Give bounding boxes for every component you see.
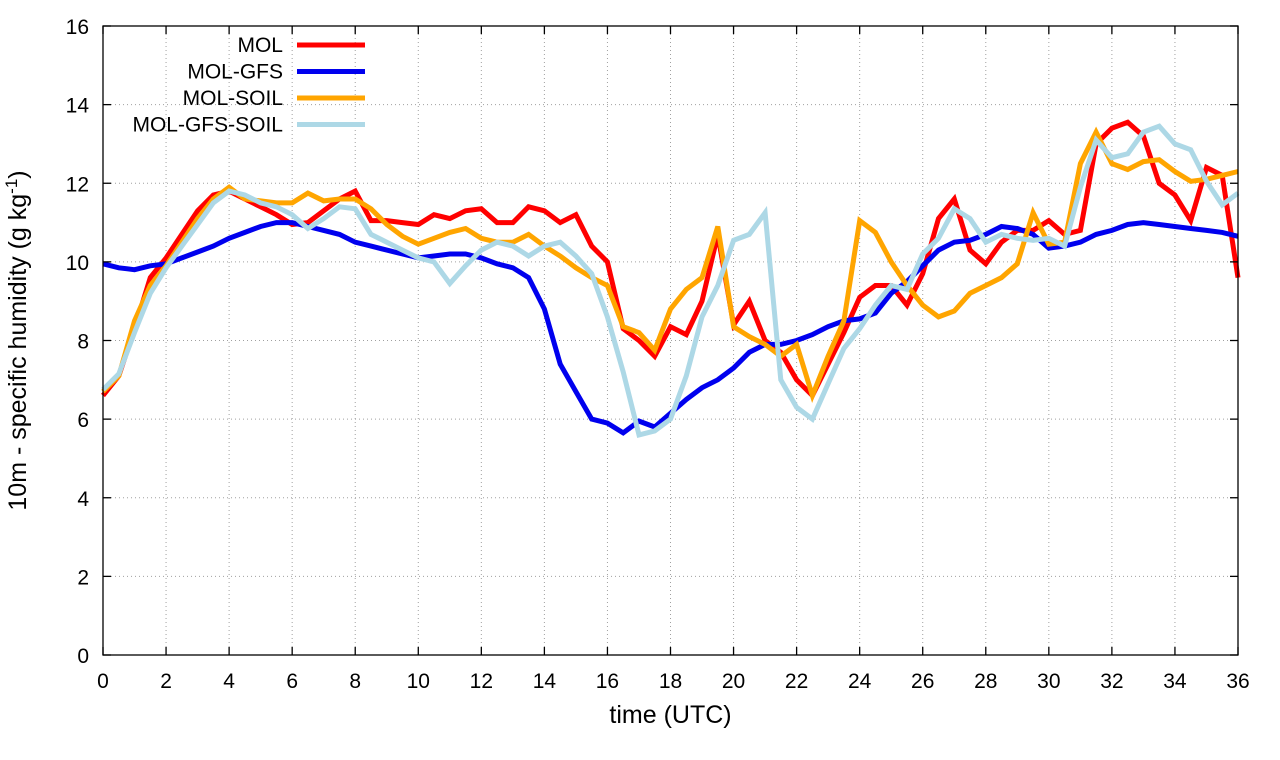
x-tick-label: 32 (1100, 670, 1123, 693)
x-tick-label: 24 (848, 670, 872, 693)
y-axis: 0 2 4 6 8 10 12 14 16 (66, 16, 1238, 668)
y-axis-label: 10m - specific humidity (g kg-1) (2, 170, 33, 510)
y-tick-label: 4 (77, 488, 89, 511)
y-tick-label: 16 (66, 16, 89, 39)
series-line-mol-soil (101, 126, 1239, 403)
legend-item-mol-gfs-soil: MOL-GFS-SOIL (132, 114, 365, 137)
y-tick-label: 8 (77, 331, 89, 354)
x-tick-label: 28 (974, 670, 997, 693)
x-tick-label: 10 (407, 670, 430, 693)
x-tick-label: 36 (1226, 670, 1249, 693)
y-axis-label-main: 10m - specific humidity (g kg (4, 194, 32, 511)
y-tick-label: 2 (77, 566, 89, 589)
legend: MOL MOL-GFS MOL-SOIL MOL-GFS-SOIL (132, 34, 365, 137)
x-tick-label: 2 (160, 670, 172, 693)
legend-item-mol: MOL (237, 34, 365, 57)
x-tick-label: 0 (97, 670, 109, 693)
legend-label: MOL-GFS (187, 61, 283, 84)
x-tick-label: 20 (722, 670, 745, 693)
legend-item-mol-gfs: MOL-GFS (187, 61, 365, 84)
x-tick-label: 34 (1163, 670, 1187, 693)
y-tick-label: 12 (66, 173, 89, 196)
series-layer (101, 119, 1241, 438)
x-tick-label: 14 (533, 670, 557, 693)
x-tick-label: 16 (596, 670, 619, 693)
x-tick-label: 4 (223, 670, 235, 693)
legend-label: MOL-GFS-SOIL (132, 114, 283, 137)
x-tick-label: 12 (470, 670, 493, 693)
x-tick-label: 6 (286, 670, 298, 693)
legend-label: MOL-SOIL (183, 87, 283, 110)
y-tick-label: 6 (77, 409, 89, 432)
y-axis-label-superscript: -1 (2, 179, 21, 194)
x-tick-label: 22 (785, 670, 808, 693)
x-tick-label: 8 (349, 670, 361, 693)
x-tick-label: 30 (1037, 670, 1060, 693)
y-tick-label: 0 (77, 645, 89, 668)
x-axis: 0 2 4 6 8 10 12 14 16 18 20 22 24 26 28 30 32 34 36 (97, 26, 1250, 693)
legend-item-mol-soil: MOL-SOIL (183, 87, 365, 110)
x-axis-label: time (UTC) (609, 701, 731, 729)
x-tick-label: 18 (659, 670, 682, 693)
legend-label: MOL (237, 34, 283, 57)
y-tick-label: 10 (66, 252, 89, 275)
x-tick-label: 26 (911, 670, 934, 693)
y-tick-label: 14 (66, 95, 90, 118)
series-line-mol-gfs-soil (101, 123, 1240, 438)
y-axis-label-close: ) (4, 170, 32, 178)
